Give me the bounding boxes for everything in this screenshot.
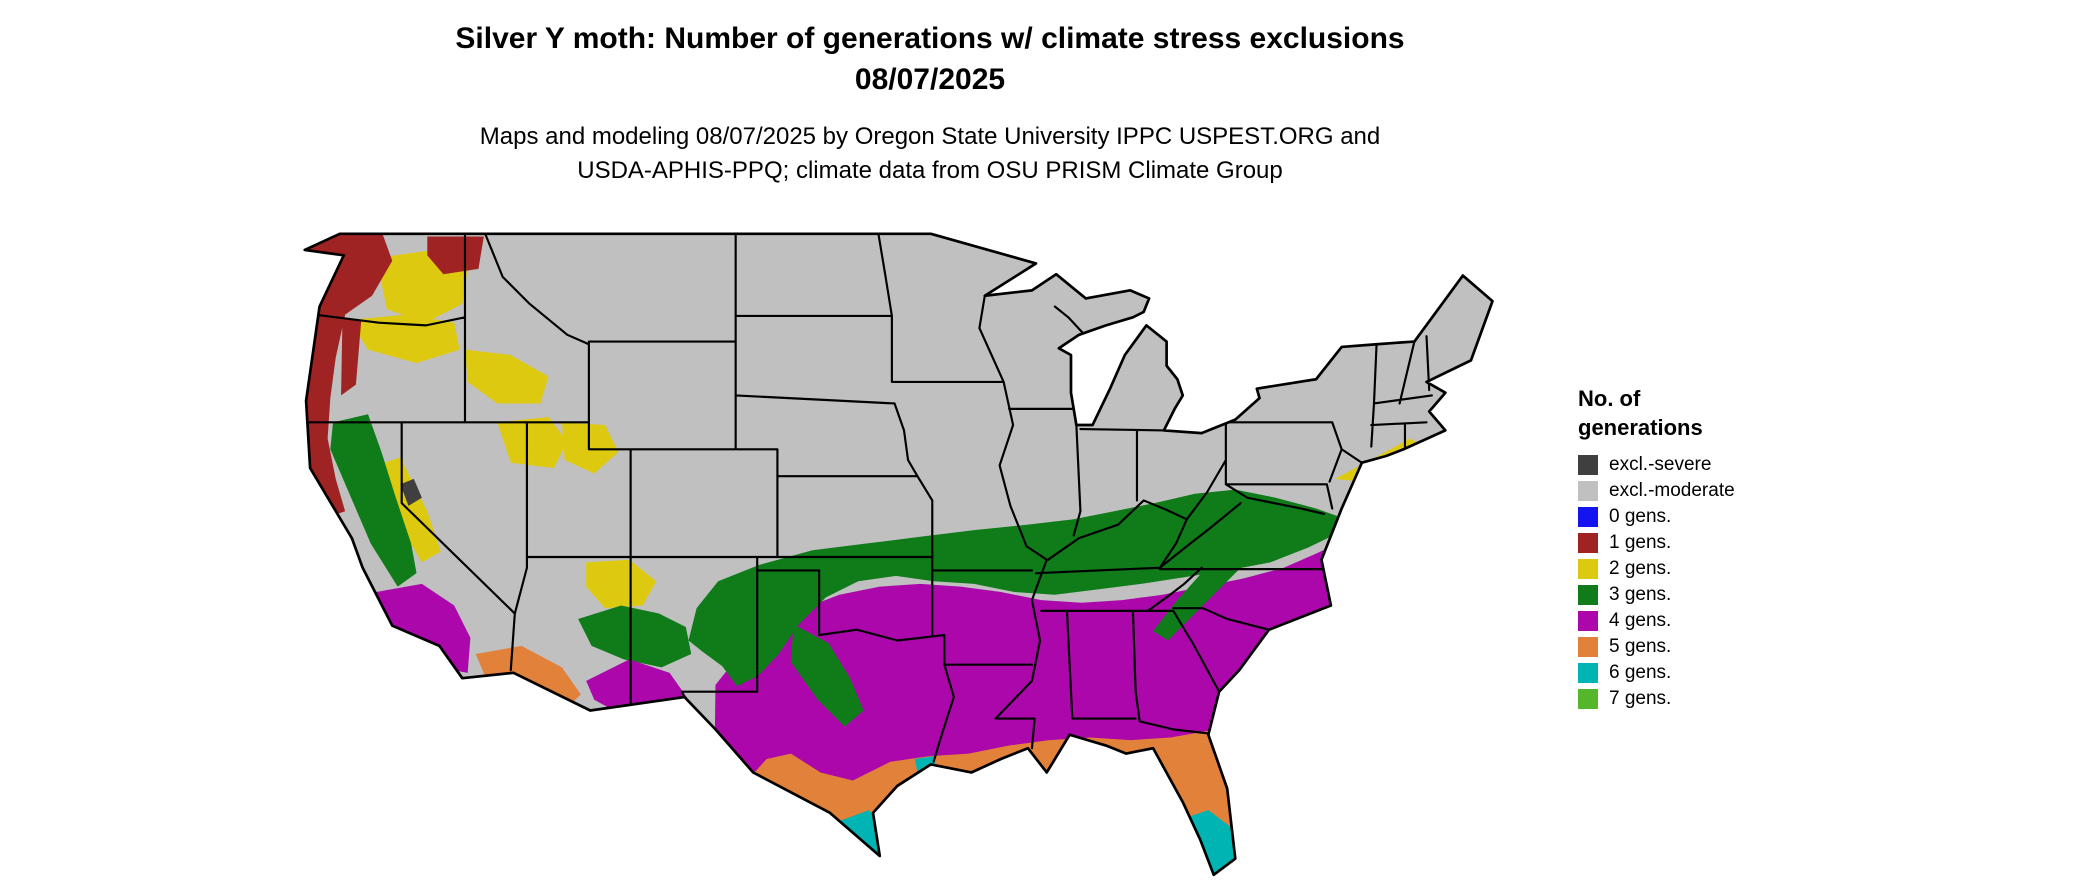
legend-swatch: [1578, 533, 1598, 553]
legend-item-label: 0 gens.: [1609, 506, 1672, 527]
state-borders: [306, 233, 1433, 763]
legend-item: excl.-severe: [1578, 452, 1898, 478]
region-3gens-texas-hill-country: [790, 624, 864, 727]
legend-item: 3 gens.: [1578, 582, 1898, 608]
region-1gens-oregon-cascades: [341, 317, 362, 396]
legend-title-line2: generations: [1578, 415, 1703, 440]
legend-swatch: [1578, 559, 1598, 579]
us-map-svg: [303, 232, 1494, 877]
subtitle-block: Maps and modeling 08/07/2025 by Oregon S…: [0, 120, 1860, 188]
legend-item: excl.-moderate: [1578, 478, 1898, 504]
legend-item-label: excl.-moderate: [1609, 480, 1735, 501]
region-2gens-north-nevada: [497, 416, 568, 469]
legend-swatch: [1578, 637, 1598, 657]
region-2gens-north-arizona: [586, 559, 657, 609]
region-7gens-florida-tip: [1184, 868, 1233, 875]
us-outline: [303, 232, 1494, 877]
region-3gens-appalachian-finger: [1153, 521, 1263, 641]
legend-swatch: [1578, 481, 1598, 501]
us-generations-map: [298, 220, 1510, 892]
legend-swatch: [1578, 611, 1598, 631]
subtitle-line1: Maps and modeling 08/07/2025 by Oregon S…: [479, 123, 1381, 150]
legend-item: 5 gens.: [1578, 634, 1898, 660]
legend-item-label: 6 gens.: [1609, 662, 1672, 683]
legend-item-label: 7 gens.: [1609, 688, 1672, 709]
legend-swatch: [1578, 689, 1598, 709]
legend-items: excl.-severe excl.-moderate 0 gens. 1 gens.…: [1578, 452, 1898, 712]
legend-item-label: excl.-severe: [1609, 454, 1712, 475]
legend-item-label: 2 gens.: [1609, 558, 1672, 579]
region-4gens-south-california: [376, 583, 471, 673]
legend-swatch: [1578, 663, 1598, 683]
legend-item-label: 5 gens.: [1609, 636, 1672, 657]
legend-swatch: [1578, 585, 1598, 605]
legend-item-label: 1 gens.: [1609, 532, 1672, 553]
legend-item: 6 gens.: [1578, 660, 1898, 686]
legend-item: 7 gens.: [1578, 686, 1898, 712]
legend-swatch: [1578, 507, 1598, 527]
region-2gens-snake-plain: [464, 349, 549, 404]
legend-title-line1: No. of: [1578, 386, 1641, 411]
page-title: Silver Y moth: Number of generations w/ …: [455, 22, 1405, 55]
region-excl-severe-high-sierra: [400, 478, 422, 506]
legend-item: 4 gens.: [1578, 608, 1898, 634]
legend-item-label: 4 gens.: [1609, 610, 1672, 631]
legend-item: 2 gens.: [1578, 556, 1898, 582]
legend-item-label: 3 gens.: [1609, 584, 1672, 605]
map-regions: [304, 233, 1493, 875]
region-2gens-utah: [561, 422, 619, 474]
legend-item: 1 gens.: [1578, 530, 1898, 556]
region-3gens-midsouth-band: [688, 489, 1339, 687]
page-title-date: 08/07/2025: [854, 63, 1006, 96]
region-3gens-california: [330, 414, 417, 587]
region-3gens-arizona-newmexico: [578, 605, 692, 668]
region-2gens-north-oregon: [349, 314, 460, 364]
subtitle-line2: USDA-APHIS-PPQ; climate data from OSU PR…: [577, 157, 1283, 184]
title-block: Silver Y moth: Number of generations w/ …: [0, 18, 1860, 100]
legend-item: 0 gens.: [1578, 504, 1898, 530]
legend-swatch: [1578, 455, 1598, 475]
region-1gens-northeast-washington: [427, 236, 484, 275]
legend: No. of generations excl.-severe excl.-mod…: [1578, 384, 1898, 712]
